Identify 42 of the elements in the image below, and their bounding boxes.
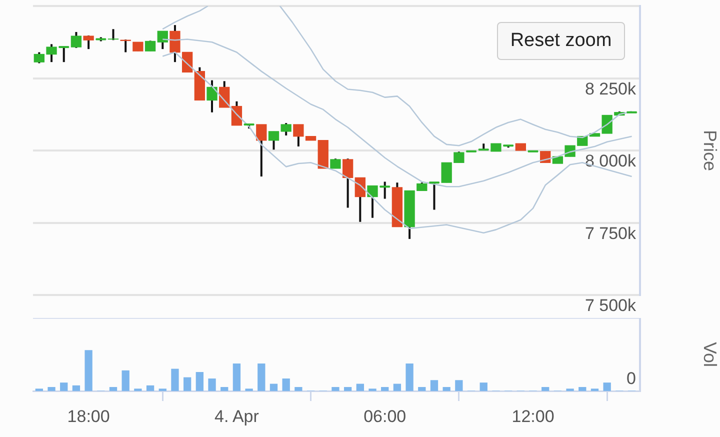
bar: [183, 377, 192, 391]
bar: [48, 387, 56, 391]
bar: [406, 364, 414, 391]
bar: [381, 387, 389, 391]
bar: [72, 385, 80, 391]
bar: [196, 372, 204, 391]
x-tick-label: 12:00: [512, 406, 554, 426]
bar: [542, 387, 550, 391]
bar: [356, 384, 364, 391]
bar: [270, 384, 278, 391]
annotation: 0: [626, 369, 636, 388]
bar: [282, 378, 290, 391]
bar: [442, 387, 450, 391]
bar: [480, 382, 488, 391]
bar: [578, 387, 586, 391]
bar: [146, 385, 154, 391]
bar: [603, 382, 611, 391]
bar: [332, 387, 340, 391]
x-tick-label: 4. Apr: [214, 406, 260, 426]
bar: [418, 387, 426, 391]
bar: [393, 384, 402, 391]
x-tick-label: 06:00: [364, 406, 406, 426]
bar: [430, 380, 438, 391]
bar: [220, 387, 228, 391]
reset-zoom-button: Reset zoom: [497, 22, 625, 60]
bar: [232, 364, 241, 391]
bar: [109, 387, 118, 391]
bar: [171, 368, 179, 391]
bar: [455, 380, 463, 391]
bar: [294, 387, 302, 391]
y-tick-label: 7 750k: [584, 224, 636, 243]
bar: [208, 378, 216, 391]
bar: [344, 387, 352, 391]
y-axis-title: Vol: [700, 342, 720, 368]
bar: [122, 370, 130, 391]
y-tick-label: 8 250k: [584, 79, 636, 98]
y-tick-label: 7 500k: [584, 296, 636, 316]
y-axis-title: Price: [700, 130, 720, 172]
bar: [84, 350, 92, 391]
bar: [258, 364, 266, 391]
x-tick-label: 18:00: [67, 406, 110, 426]
bar: [60, 382, 68, 391]
